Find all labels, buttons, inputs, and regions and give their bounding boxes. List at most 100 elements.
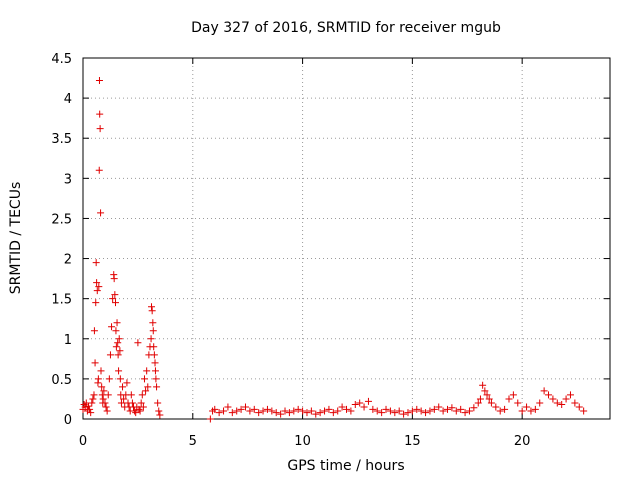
y-tick-label: 1	[64, 333, 72, 348]
data-point	[113, 319, 121, 327]
data-point	[142, 387, 150, 395]
data-point	[246, 407, 254, 415]
data-point	[224, 403, 232, 411]
data-point	[97, 209, 105, 217]
data-point	[404, 409, 412, 417]
data-point	[117, 399, 125, 407]
data-point	[98, 391, 106, 399]
data-point	[479, 381, 487, 389]
data-point	[90, 327, 98, 335]
y-tick-label: 0.5	[51, 373, 72, 388]
data-point	[97, 367, 105, 375]
data-point	[549, 395, 557, 403]
data-point	[104, 391, 112, 399]
data-point	[120, 395, 128, 403]
x-tick-label: 10	[294, 434, 311, 449]
data-point	[338, 403, 346, 411]
data-point	[96, 110, 104, 118]
data-point	[290, 407, 298, 415]
data-point	[92, 259, 100, 267]
data-point	[299, 407, 307, 415]
data-point	[483, 391, 491, 399]
data-point	[369, 405, 377, 413]
data-point	[116, 347, 124, 355]
data-point	[95, 166, 103, 174]
y-tick-label: 4.5	[51, 52, 72, 67]
data-point	[417, 407, 425, 415]
data-point	[112, 343, 120, 351]
data-point	[154, 399, 162, 407]
data-point	[93, 287, 101, 295]
data-point	[250, 405, 258, 413]
data-point	[316, 409, 324, 417]
data-point	[356, 399, 364, 407]
data-point	[114, 351, 122, 359]
data-point	[386, 407, 394, 415]
data-point	[343, 405, 350, 413]
data-point	[501, 405, 509, 413]
data-point	[90, 391, 98, 399]
data-point	[413, 405, 421, 413]
data-point	[94, 375, 102, 383]
grid-lines	[83, 58, 610, 419]
data-point	[509, 391, 517, 399]
data-point	[228, 409, 236, 417]
data-point	[294, 405, 302, 413]
data-point	[147, 335, 155, 343]
data-point	[144, 383, 152, 391]
data-point	[111, 299, 119, 307]
data-point	[518, 407, 526, 415]
data-point	[558, 401, 566, 409]
data-point	[527, 407, 535, 415]
chart-title: Day 327 of 2016, SRMTID for receiver mgu…	[191, 20, 501, 36]
data-point	[470, 404, 478, 412]
data-point	[81, 403, 89, 411]
data-point	[531, 405, 539, 413]
data-point	[485, 395, 493, 403]
data-point	[139, 403, 147, 411]
data-point	[109, 295, 117, 303]
data-point	[148, 303, 156, 311]
data-point	[540, 387, 548, 395]
data-point	[461, 409, 469, 417]
data-point	[545, 391, 553, 399]
x-tick-label: 20	[514, 434, 531, 449]
y-axis-label: SRMTID / TECUs	[8, 182, 24, 295]
data-point	[307, 407, 315, 415]
data-point	[373, 407, 381, 415]
data-point	[148, 307, 156, 315]
data-point	[220, 407, 228, 415]
x-axis-label: GPS time / hours	[287, 458, 404, 474]
data-point	[334, 407, 342, 415]
data-point	[88, 399, 96, 407]
data-point	[105, 375, 113, 383]
data-point	[156, 411, 164, 419]
data-point	[476, 395, 484, 403]
data-point	[562, 395, 570, 403]
data-point	[136, 407, 144, 415]
data-point	[116, 375, 124, 383]
y-tick-label: 2.5	[51, 212, 72, 227]
data-point	[382, 405, 390, 413]
data-point	[103, 407, 111, 415]
data-point	[523, 403, 531, 411]
x-tick-label: 0	[79, 434, 87, 449]
data-point	[571, 399, 579, 407]
data-point	[155, 407, 163, 415]
data-point	[115, 367, 123, 375]
data-point	[101, 399, 109, 407]
data-point	[102, 403, 110, 411]
data-point	[95, 76, 103, 84]
data-point	[93, 279, 101, 287]
data-point	[351, 401, 359, 409]
data-point	[84, 402, 92, 410]
data-point	[110, 275, 118, 283]
data-point	[89, 395, 97, 403]
data-point	[100, 387, 108, 395]
data-point	[128, 399, 136, 407]
data-point	[149, 327, 157, 335]
data-point	[151, 359, 159, 367]
data-point	[132, 409, 140, 417]
data-point	[391, 409, 399, 417]
